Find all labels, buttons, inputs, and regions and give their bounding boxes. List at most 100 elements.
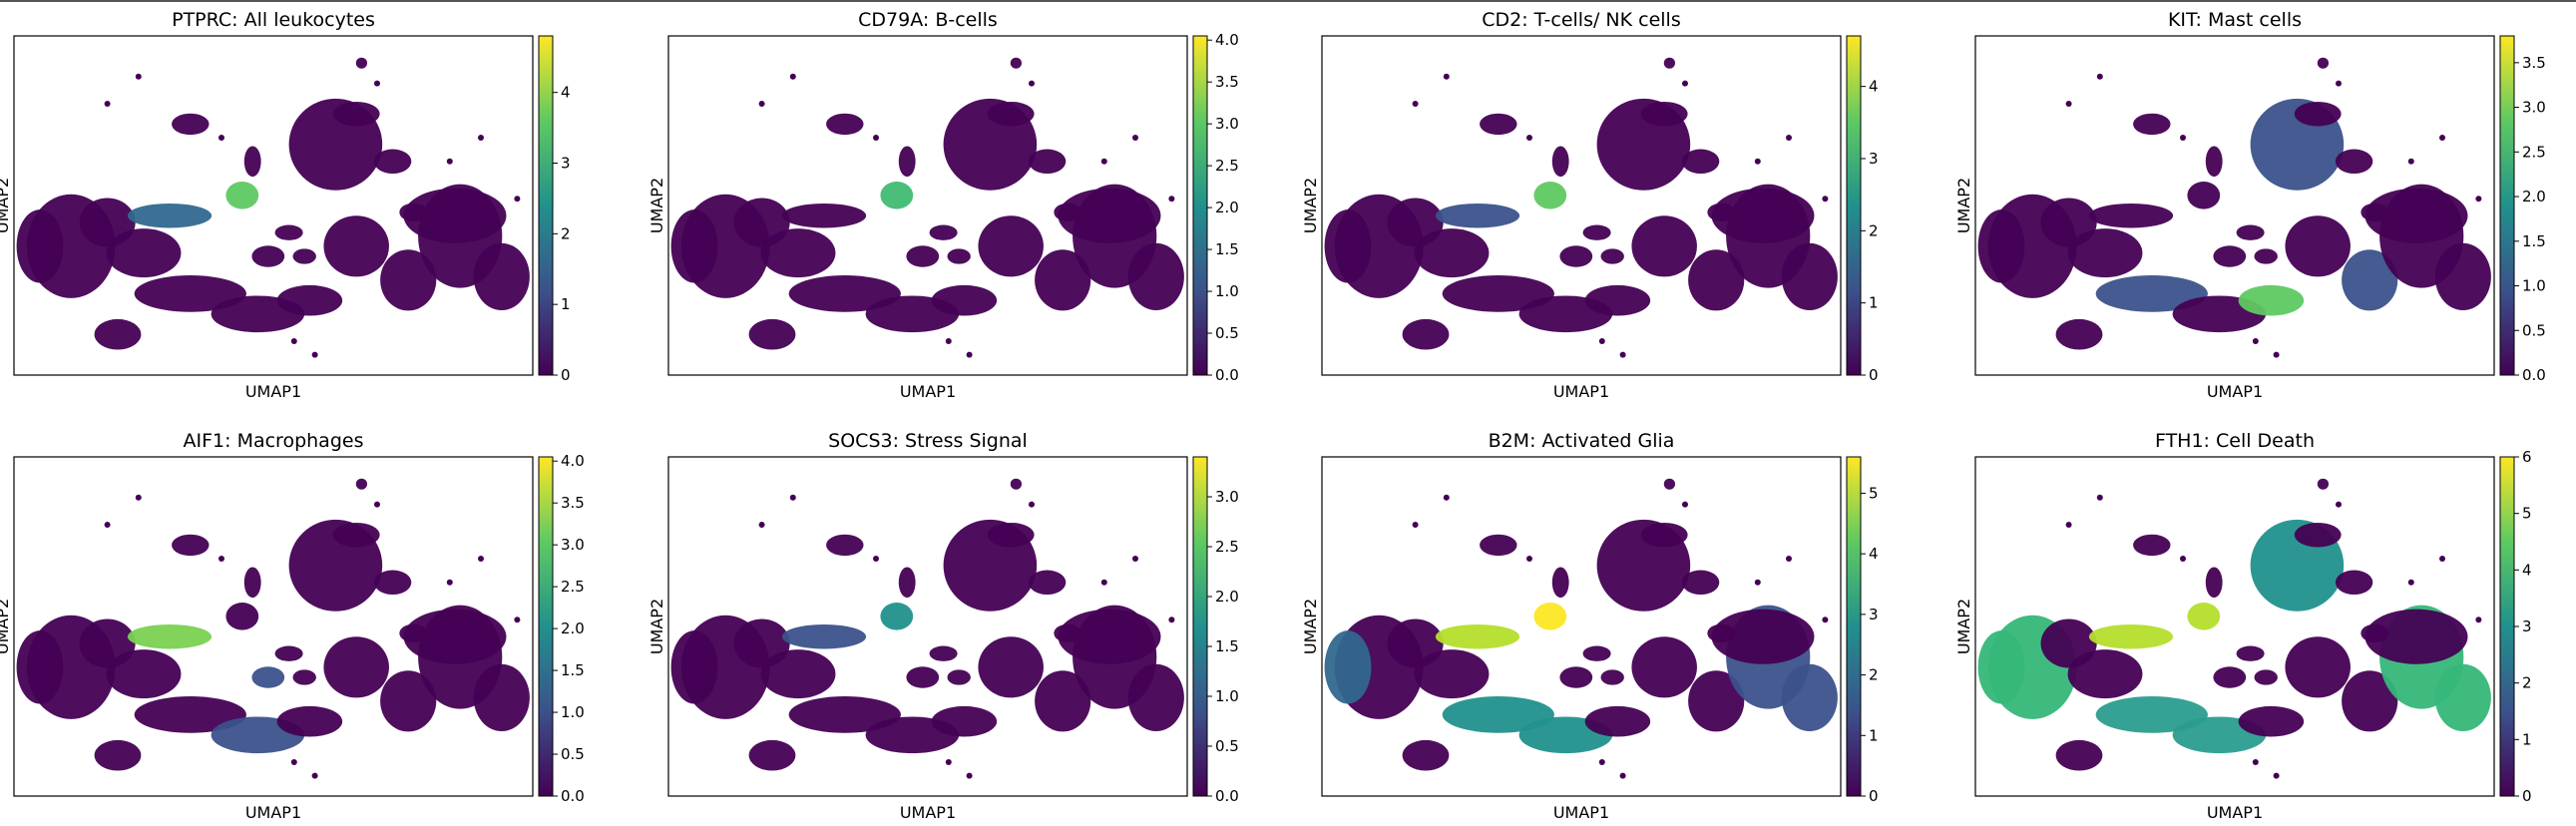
panel-title: CD79A: B-cells [858, 9, 998, 31]
cell-cloud [1324, 57, 1838, 358]
cell-cluster [2187, 182, 2221, 209]
colorbar-tick-label: 4 [1869, 78, 1879, 96]
cell-cluster [2088, 203, 2174, 228]
colorbar-tick-label: 2.0 [561, 620, 585, 637]
cell-dot [1526, 556, 1532, 562]
cell-cluster [2133, 113, 2171, 136]
cell-cluster [2434, 663, 2491, 732]
colorbar-tick-label: 0.5 [1215, 737, 1239, 755]
cell-dot [789, 494, 796, 501]
cell-cluster [16, 209, 64, 283]
cell-cluster [781, 203, 867, 228]
umap-panel: B2M: Activated Glia UMAP1 UMAP2 0 1 2 3 4 5 [1301, 430, 1879, 822]
cell-cluster [1559, 245, 1593, 267]
cell-dot [2180, 556, 2186, 562]
x-axis-label: UMAP1 [2207, 382, 2263, 401]
cell-dot [1786, 135, 1792, 141]
panel-title: CD2: T-cells/ NK cells [1482, 9, 1680, 31]
colorbar-tick-label: 0.0 [561, 787, 585, 805]
cell-cluster [251, 245, 285, 267]
cell-dot [1598, 759, 1605, 765]
cell-cluster [1551, 146, 1569, 178]
colorbar-tick-label: 0 [1869, 366, 1879, 384]
cell-cluster [788, 696, 901, 733]
cell-cloud [16, 478, 530, 779]
cell-cluster [987, 522, 1035, 548]
cell-cluster [987, 101, 1035, 127]
umap-panel: CD79A: B-cells UMAP1 UMAP2 0.0 0.5 1.0 1.5 2.0 2… [647, 9, 1239, 401]
y-axis-label: UMAP2 [1301, 178, 1320, 233]
colorbar-tick-label: 4 [1869, 545, 1879, 563]
colorbar-tick-label: 1 [2522, 730, 2532, 748]
cell-cluster [1977, 209, 2025, 283]
cell-cluster [1435, 203, 1520, 228]
cell-dot [1682, 501, 1688, 508]
cell-cluster [172, 113, 210, 136]
colorbar-tick-label: 1.0 [1215, 282, 1239, 300]
colorbar-tick-label: 0.5 [2522, 321, 2546, 339]
colorbar-tick-label: 0.0 [2522, 366, 2546, 384]
colorbar-tick-label: 1.5 [1215, 637, 1239, 655]
plot-frame [13, 456, 534, 797]
cell-cluster [373, 570, 412, 596]
cell-dot [1822, 196, 1829, 203]
cell-cluster [947, 669, 971, 685]
cell-cluster [380, 249, 437, 311]
cell-cluster [2187, 603, 2221, 630]
cell-cloud [1977, 57, 2491, 358]
colorbar-tick-label: 1.0 [2522, 277, 2546, 295]
cell-cluster [332, 522, 380, 548]
cell-cluster [1640, 522, 1688, 548]
cell-dot [2407, 579, 2414, 586]
cell-dot [218, 556, 224, 562]
cell-cluster [292, 669, 316, 685]
cell-cluster [1584, 284, 1651, 316]
colorbar [1192, 456, 1208, 797]
cell-cluster [1035, 670, 1091, 732]
cell-cluster [134, 275, 246, 312]
cell-cluster [1631, 215, 1697, 277]
colorbar-tick-label: 0.5 [1215, 324, 1239, 342]
colorbar-tick-label: 3.5 [1215, 73, 1239, 91]
colorbar-tick-label: 1 [1869, 294, 1879, 312]
cell-cluster [1582, 645, 1611, 661]
cell-dot [2065, 101, 2072, 107]
cell-cluster [929, 645, 958, 661]
cell-cluster [127, 623, 213, 649]
cell-cluster [172, 534, 210, 557]
y-axis-label: UMAP2 [647, 178, 666, 233]
cell-dot [1526, 135, 1532, 141]
cell-cluster [826, 534, 864, 557]
colorbar-tick-label: 3.0 [561, 536, 585, 554]
colorbar-tick-label: 5 [1869, 484, 1879, 502]
colorbar-tick-label: 2.5 [2522, 143, 2546, 161]
cell-cluster [2294, 522, 2342, 548]
cell-cluster [1781, 242, 1838, 311]
colorbar-tick-label: 2.0 [2522, 188, 2546, 206]
colorbar-tick-label: 0 [2522, 787, 2532, 805]
cell-dot [311, 772, 318, 779]
cell-dot [2273, 772, 2280, 779]
cell-dot [758, 101, 765, 107]
cell-dot [1029, 80, 1035, 87]
cell-dot [1754, 158, 1761, 165]
cell-dot [446, 158, 453, 165]
cell-cluster [225, 603, 259, 630]
colorbar-tick-label: 4 [561, 84, 571, 102]
colorbar-tick-label: 1.0 [1215, 687, 1239, 705]
cell-cluster [1711, 188, 1815, 243]
colorbar-tick-label: 3 [1869, 150, 1879, 168]
cell-cluster [947, 248, 971, 264]
panel-title: FTH1: Cell Death [2155, 430, 2315, 452]
cell-cluster [978, 636, 1044, 698]
cell-dot [1619, 351, 1626, 358]
x-axis-label: UMAP1 [900, 382, 956, 401]
panel-title: KIT: Mast cells [2168, 9, 2302, 31]
colorbar-tick-label: 2.5 [1215, 157, 1239, 175]
cell-cluster [880, 603, 914, 630]
cell-cluster [225, 182, 259, 209]
cell-dot [1100, 158, 1107, 165]
cell-cluster [1324, 209, 1372, 283]
cell-cluster [355, 57, 368, 69]
